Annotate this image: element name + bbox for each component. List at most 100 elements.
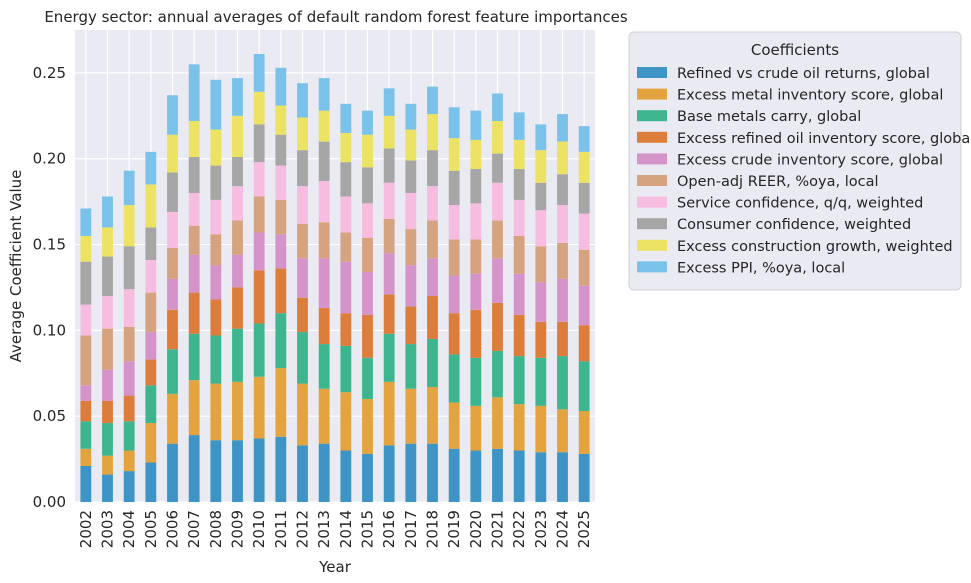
bar-segment xyxy=(145,359,157,386)
bar-segment xyxy=(362,399,373,454)
bar-segment xyxy=(578,285,590,326)
bar-segment xyxy=(167,211,178,248)
bar-segment xyxy=(188,254,200,293)
legend-items: Refined vs crude oil returns, global Exce… xyxy=(637,66,971,276)
bar-segment xyxy=(297,117,308,151)
bar-segment xyxy=(557,205,568,243)
bar-segment xyxy=(362,237,373,273)
bar-segment xyxy=(188,157,200,194)
bar-segment xyxy=(275,313,287,369)
bar-segment xyxy=(362,272,373,315)
legend-swatch xyxy=(637,131,667,143)
x-tick-label: 2018 xyxy=(424,510,442,548)
bar-segment xyxy=(145,151,157,185)
bar-segment xyxy=(232,440,243,502)
x-tick-label: 2013 xyxy=(315,510,333,548)
y-tick-label: 0.25 xyxy=(33,64,66,82)
bar-segment xyxy=(557,452,568,502)
bar-segment xyxy=(232,254,243,288)
legend-label: Service confidence, q/q, weighted xyxy=(677,196,923,212)
bar-segment xyxy=(492,350,503,398)
bar-segment xyxy=(513,199,525,236)
bar-segment xyxy=(470,450,482,502)
bar-segment xyxy=(123,421,135,451)
bar-segment xyxy=(123,246,135,290)
bar-segment xyxy=(210,383,222,441)
legend-label: Open-adj REER, %oya, local xyxy=(677,174,879,190)
x-tick-label: 2024 xyxy=(554,510,572,548)
bar-segment xyxy=(427,258,438,297)
bar-segment xyxy=(535,282,547,322)
bar-segment xyxy=(470,309,482,358)
bar-segment xyxy=(448,354,460,403)
bar-segment xyxy=(427,220,438,259)
bar-segment xyxy=(448,138,460,171)
bar-segment xyxy=(102,256,113,297)
bar-segment xyxy=(427,186,438,221)
legend-label: Excess PPI, %oya, local xyxy=(677,260,845,276)
bar-segment xyxy=(557,356,568,410)
legend-box xyxy=(628,31,962,291)
bar-segment xyxy=(232,328,243,382)
bar-segment xyxy=(383,148,395,183)
bar-segment xyxy=(535,357,547,406)
bar-segment xyxy=(275,105,287,135)
bar-segment xyxy=(188,225,200,255)
bar-segment xyxy=(535,210,547,247)
bar-segment xyxy=(167,393,178,444)
bar-segment xyxy=(297,445,308,502)
x-tick-label: 2020 xyxy=(467,510,485,548)
legend: Coefficients Refined vs crude oil return… xyxy=(628,31,971,291)
bar-segment xyxy=(405,129,417,161)
bar-segment xyxy=(318,308,330,345)
bar-segment xyxy=(253,376,265,439)
bar-segment xyxy=(427,443,438,502)
bar-segment xyxy=(513,314,525,357)
bar-segment xyxy=(513,139,525,170)
bar-segment xyxy=(167,309,178,350)
bar-segment xyxy=(448,275,460,314)
bar-segment xyxy=(513,273,525,315)
bar-segment xyxy=(448,170,460,206)
bar-segment xyxy=(123,289,135,327)
bar-segment xyxy=(80,400,92,422)
bar-segment xyxy=(275,368,287,437)
bar-segment xyxy=(145,227,157,260)
bar-segment xyxy=(383,294,395,334)
bar-segment xyxy=(578,249,590,286)
bar-segment xyxy=(210,234,222,266)
bar-segment xyxy=(318,78,330,111)
bar-segment xyxy=(167,95,178,135)
bar-segment xyxy=(578,411,590,454)
x-tick-label: 2012 xyxy=(294,510,312,548)
y-axis-label: Average Coefficient Value xyxy=(7,170,25,363)
bar-segment xyxy=(492,153,503,183)
bar-segment xyxy=(492,182,503,221)
bar-segment xyxy=(123,170,135,206)
bar-segment xyxy=(253,323,265,377)
bar-segment xyxy=(340,392,352,451)
bar-segment xyxy=(405,344,417,389)
bar-segment xyxy=(405,443,417,502)
bar-segment xyxy=(253,270,265,324)
x-axis-ticks: 2002 2003 2004 2005 2006 2007 2008 2009 2010 2011… xyxy=(77,510,593,548)
bar-segment xyxy=(340,261,352,314)
bar-segment xyxy=(188,292,200,334)
bar-segment xyxy=(578,325,590,362)
bar-segment xyxy=(470,169,482,204)
bar-segment xyxy=(80,304,92,336)
bar-segment xyxy=(492,302,503,351)
bar-segment xyxy=(470,139,482,170)
bar-segment xyxy=(210,165,222,200)
bar-segment xyxy=(80,335,92,386)
bar-segment xyxy=(210,299,222,336)
bar-segment xyxy=(362,110,373,135)
y-tick-label: 0.05 xyxy=(33,407,66,425)
bar-segment xyxy=(123,205,135,247)
bar-segment xyxy=(557,114,568,142)
bar-segment xyxy=(297,383,308,446)
bar-segment xyxy=(535,124,547,151)
bar-segment xyxy=(275,199,287,235)
bar-segment xyxy=(167,172,178,212)
bar-segment xyxy=(232,287,243,329)
